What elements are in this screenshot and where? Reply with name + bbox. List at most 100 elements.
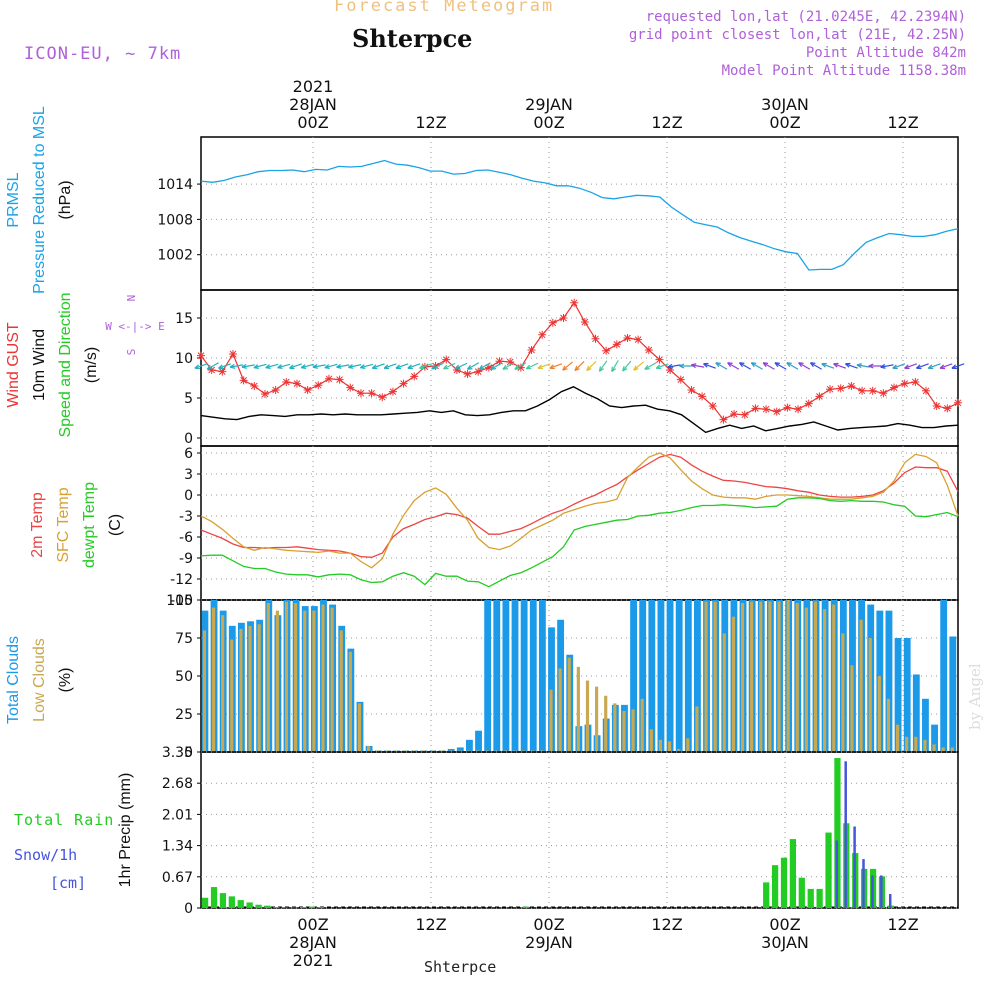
wind-arrow	[798, 362, 811, 370]
bar-low-cloud	[631, 709, 635, 752]
bar-low-cloud	[348, 651, 352, 752]
series-wind-gust	[200, 301, 959, 421]
gust-marker	[858, 386, 867, 395]
gust-marker	[367, 389, 376, 398]
compass-n: N	[125, 295, 138, 302]
bar-low-cloud	[595, 686, 599, 752]
bar-total-cloud	[484, 600, 492, 752]
wind-arrow-head	[348, 363, 354, 369]
ytick-label-precip-5: 3.35	[162, 745, 193, 761]
bar-total-cloud	[639, 600, 647, 752]
gust-marker	[399, 379, 408, 388]
gust-marker	[442, 355, 451, 364]
compass-s: S	[125, 349, 138, 356]
top-hour-label-4: 00Z	[769, 113, 800, 132]
gust-marker	[527, 346, 536, 354]
wind-arrow	[277, 363, 291, 369]
bottom-date-label-4: 30JAN	[761, 933, 809, 952]
wind-arrow-head	[611, 366, 617, 373]
legend-snow: Snow/1h	[14, 846, 77, 864]
bar-low-cloud	[740, 603, 745, 752]
bar-total-cloud	[885, 610, 893, 752]
bar-total-cloud	[456, 747, 464, 752]
gust-marker	[655, 355, 664, 364]
bar-low-cloud	[850, 665, 854, 752]
wind-arrow-head	[750, 362, 757, 368]
wind-arrow-head	[277, 364, 283, 369]
gust-marker	[751, 404, 760, 413]
bar-low-cloud	[366, 745, 371, 752]
wind-arrow-head	[904, 364, 910, 370]
wind-arrow-head	[574, 365, 580, 372]
top-date-label-4: 30JAN	[761, 95, 809, 114]
series-wind-10m	[200, 386, 959, 434]
bar-low-cloud	[330, 607, 334, 752]
gust-marker	[730, 410, 739, 418]
bar-low-cloud	[467, 750, 471, 752]
top-hour-label-2: 00Z	[533, 113, 564, 132]
gust-marker	[804, 399, 813, 408]
gust-marker	[538, 330, 547, 339]
bar-low-cloud	[284, 601, 289, 752]
panel-frame-pressure	[200, 136, 959, 291]
wind-arrow-head	[691, 363, 697, 369]
gust-marker	[943, 404, 952, 413]
wind-arrow	[443, 362, 456, 370]
wind-arrow	[289, 363, 302, 369]
wind-arrow-head	[253, 364, 259, 369]
wind-arrow-head	[300, 364, 307, 369]
bar-low-cloud	[823, 609, 827, 752]
bar-low-cloud	[485, 750, 489, 752]
compass-we: W <-|-> E	[105, 320, 165, 333]
gust-marker	[292, 379, 301, 388]
wind-arrow-head	[265, 364, 271, 369]
bar-rain	[246, 902, 253, 908]
bar-low-cloud	[321, 604, 325, 752]
bottom-hour-label-2: 00Z	[533, 915, 564, 934]
bar-rain	[816, 888, 823, 908]
bar-rain	[255, 904, 262, 908]
gust-marker	[932, 402, 941, 410]
wind-arrow-head	[241, 363, 247, 369]
bar-low-cloud	[731, 616, 736, 752]
ytick-label-wind-3: 15	[175, 311, 193, 327]
bar-rain	[825, 832, 832, 908]
ytick-label-precip-2: 1.34	[162, 839, 193, 855]
bar-low-cloud	[622, 710, 626, 752]
wind-arrow-head	[549, 364, 555, 370]
wind-arrow-head	[856, 363, 862, 369]
wind-arrow-head	[892, 364, 898, 370]
bottom-hour-label-5: 12Z	[887, 915, 918, 934]
bar-low-cloud	[768, 601, 772, 752]
gust-marker	[559, 314, 568, 322]
wind-arrow-head	[229, 363, 236, 369]
gust-marker	[740, 410, 749, 419]
wind-arrow-head	[845, 362, 851, 368]
bar-total-cloud	[675, 600, 683, 752]
bar-low-cloud	[385, 750, 389, 752]
bar-total-cloud	[666, 600, 674, 752]
bar-low-cloud	[567, 657, 571, 752]
bar-low-cloud	[221, 615, 225, 752]
bar-low-cloud	[576, 666, 580, 752]
location-title: Shterpce	[352, 24, 473, 53]
gust-marker	[772, 407, 781, 416]
wind-arrow	[301, 363, 314, 369]
ytick-label-precip-0: 0	[184, 901, 193, 917]
wind-arrow	[762, 362, 775, 370]
ytick-label-pressure-0: 1002	[157, 248, 193, 264]
bar-total-cloud	[684, 600, 692, 752]
gust-marker	[314, 381, 323, 390]
bar-low-cloud	[905, 736, 909, 752]
bottom-hour-label-0: 00Z	[297, 915, 328, 934]
panel-frame-temperature	[200, 445, 959, 601]
wind-arrow	[928, 363, 941, 369]
bar-low-cloud	[394, 750, 398, 752]
wind-arrow-head	[289, 364, 295, 370]
bar-low-cloud	[449, 750, 453, 752]
wind-arrow	[703, 363, 716, 369]
bar-low-cloud	[832, 604, 836, 752]
gust-marker	[687, 386, 696, 394]
bar-low-cloud	[759, 601, 763, 752]
gust-marker	[868, 386, 877, 395]
